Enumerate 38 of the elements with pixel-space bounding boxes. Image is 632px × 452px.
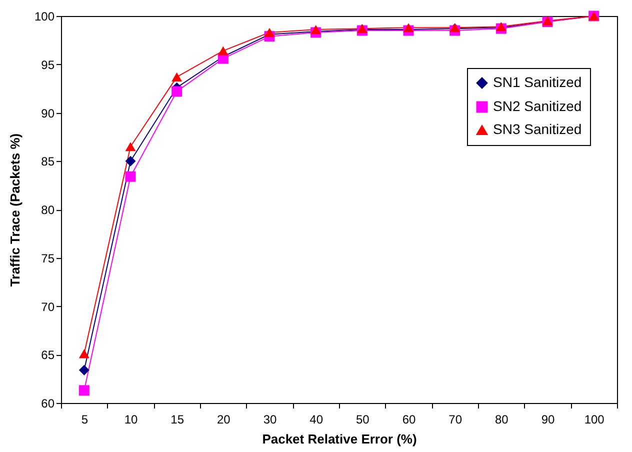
point (125, 142, 136, 152)
legend-label: SN1 Sanitized (493, 74, 582, 90)
x-tick-label: 50 (356, 412, 370, 426)
y-axis-title: Traffic Trace (Packets %) (7, 133, 22, 287)
x-tick-label: 15 (170, 412, 184, 426)
y-tick-label: 65 (41, 348, 55, 362)
x-tick-label: 70 (448, 412, 462, 426)
x-tick-label: 30 (263, 412, 277, 426)
x-tick-label: 40 (310, 412, 324, 426)
point (125, 156, 136, 166)
point (78, 349, 90, 358)
x-axis-title: Packet Relative Error (%) (262, 432, 417, 446)
y-tick-label: 75 (41, 251, 55, 266)
point (125, 171, 136, 182)
x-tick-label: 5 (81, 412, 88, 426)
y-tick-label: 85 (41, 154, 55, 169)
x-tick-label: 100 (584, 412, 605, 426)
x-tick-label: 10 (124, 412, 138, 426)
point (172, 86, 182, 97)
y-tick-label: 100 (34, 10, 55, 24)
y-tick-label: 95 (41, 58, 55, 72)
y-tick-label: 80 (41, 203, 55, 217)
legend-label: SN3 Sanitized (493, 121, 582, 137)
x-tick-label: 80 (494, 412, 509, 426)
point (403, 23, 414, 32)
point (310, 25, 322, 34)
point (78, 364, 90, 376)
x-tick-label: 90 (541, 412, 555, 426)
y-tick-label: 60 (41, 396, 55, 410)
y-tick-label: 70 (41, 300, 55, 314)
point (172, 72, 182, 82)
y-tick-label: 90 (41, 106, 55, 120)
point (78, 385, 90, 396)
point (264, 28, 275, 37)
point (218, 46, 228, 56)
x-tick-label: 60 (402, 412, 416, 426)
x-tick-label: 20 (216, 412, 231, 426)
legend-label: SN2 Sanitized (493, 98, 582, 114)
